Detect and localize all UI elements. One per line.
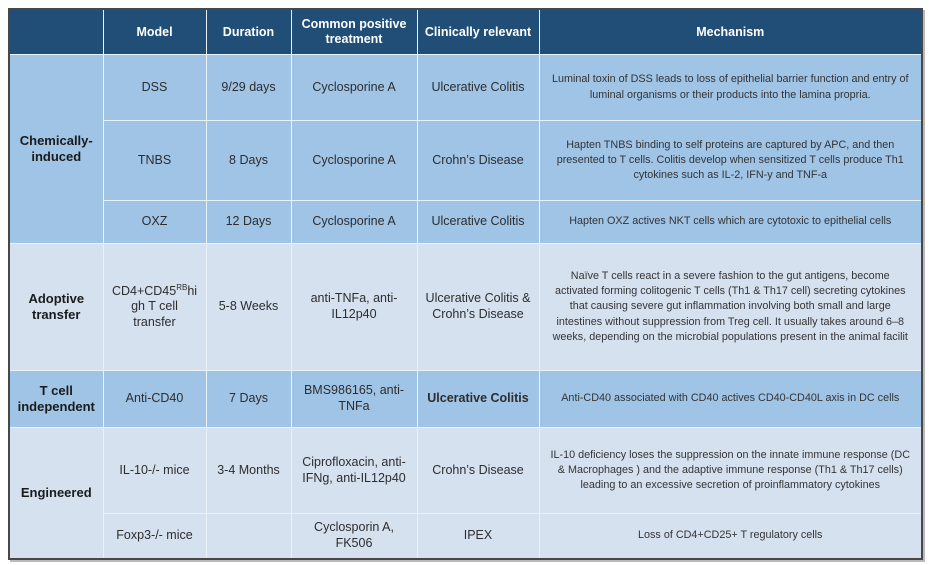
ibd-mouse-models-table: Model Duration Common positive treatment… [8, 8, 923, 560]
model-cell: Foxp3-/- mice [102, 513, 207, 559]
clinical-cell: Ulcerative Colitis [416, 54, 540, 121]
header-duration: Duration [205, 8, 292, 55]
header-mechanism: Mechanism [538, 8, 923, 55]
clinical-cell: Ulcerative Colitis [416, 370, 540, 428]
row-dss: Chemically-induced DSS 9/29 days Cyclosp… [8, 54, 923, 244]
duration-cell: 8 Days [205, 120, 292, 201]
mechanism-cell: Loss of CD4+CD25+ T regulatory cells [538, 513, 923, 559]
duration-cell: 5-8 Weeks [205, 243, 292, 371]
model-cell: OXZ [102, 200, 207, 244]
model-base: CD4+CD45 [111, 283, 177, 298]
clinical-cell: Ulcerative Colitis [416, 200, 540, 244]
treatment-cell: Ciprofloxacin, anti-IFNg, anti-IL12p40 [290, 427, 418, 514]
treatment-cell: BMS986165, anti-TNFa [290, 370, 418, 428]
mechanism-cell: Anti-CD40 associated with CD40 actives C… [538, 370, 923, 428]
mechanism-cell: Hapten TNBS binding to self proteins are… [538, 120, 923, 201]
model-cell: TNBS [102, 120, 207, 201]
mechanism-cell: Hapten OXZ actives NKT cells which are c… [538, 200, 923, 244]
header-row: Model Duration Common positive treatment… [8, 8, 923, 55]
treatment-cell: anti-TNFa, anti-IL12p40 [290, 243, 418, 371]
clinical-cell: Crohn’s Disease [416, 120, 540, 201]
row-foxp3-mice: Foxp3-/- mice Cyclosporin A, FK506 IPEX … [9, 513, 923, 559]
duration-cell: 9/29 days [205, 54, 292, 121]
header-group [8, 8, 104, 55]
group-label-adoptive-transfer: Adoptive transfer [8, 243, 104, 371]
row-adoptive-transfer: Adoptive transfer CD4+CD45RBhigh T cell … [8, 243, 923, 371]
header-treatment: Common positive treatment [290, 8, 418, 55]
model-cell: CD4+CD45RBhigh T cell transfer [102, 243, 207, 371]
group-label-chemically-induced: Chemically-induced [8, 54, 104, 244]
row-il10-mice: Engineered IL-10-/- mice 3-4 Months Cipr… [8, 427, 923, 559]
treatment-cell: Cyclosporine A [290, 120, 418, 201]
header-clinical: Clinically relevant [416, 8, 540, 55]
mechanism-cell: IL-10 deficiency loses the suppression o… [538, 427, 923, 514]
model-cell: DSS [102, 54, 207, 121]
duration-cell: 12 Days [205, 200, 292, 244]
header-model: Model [102, 8, 207, 55]
group-label-engineered: Engineered [8, 427, 104, 559]
mechanism-cell: Naïve T cells react in a severe fashion … [538, 243, 923, 371]
treatment-cell: Cyclosporine A [290, 200, 418, 244]
row-oxz: OXZ 12 Days Cyclosporine A Ulcerative Co… [9, 200, 923, 244]
clinical-cell: Ulcerative Colitis & Crohn’s Disease [416, 243, 540, 371]
model-rest: high T cell transfer [131, 283, 198, 329]
row-tnbs: TNBS 8 Days Cyclosporine A Crohn’s Disea… [9, 120, 923, 201]
model-cell: IL-10-/- mice [102, 427, 207, 514]
clinical-cell: IPEX [416, 513, 540, 559]
duration-cell [205, 513, 292, 559]
model-superscript: RB [176, 282, 188, 292]
treatment-cell: Cyclosporin A, FK506 [290, 513, 418, 559]
group-label-t-cell-independent: T cell independent [8, 370, 104, 428]
duration-cell: 3-4 Months [205, 427, 292, 514]
clinical-cell: Crohn’s Disease [416, 427, 540, 514]
treatment-cell: Cyclosporine A [290, 54, 418, 121]
duration-cell: 7 Days [205, 370, 292, 428]
row-anti-cd40: T cell independent Anti-CD40 7 Days BMS9… [8, 370, 923, 428]
mechanism-cell: Luminal toxin of DSS leads to loss of ep… [538, 54, 923, 121]
model-cell: Anti-CD40 [102, 370, 207, 428]
